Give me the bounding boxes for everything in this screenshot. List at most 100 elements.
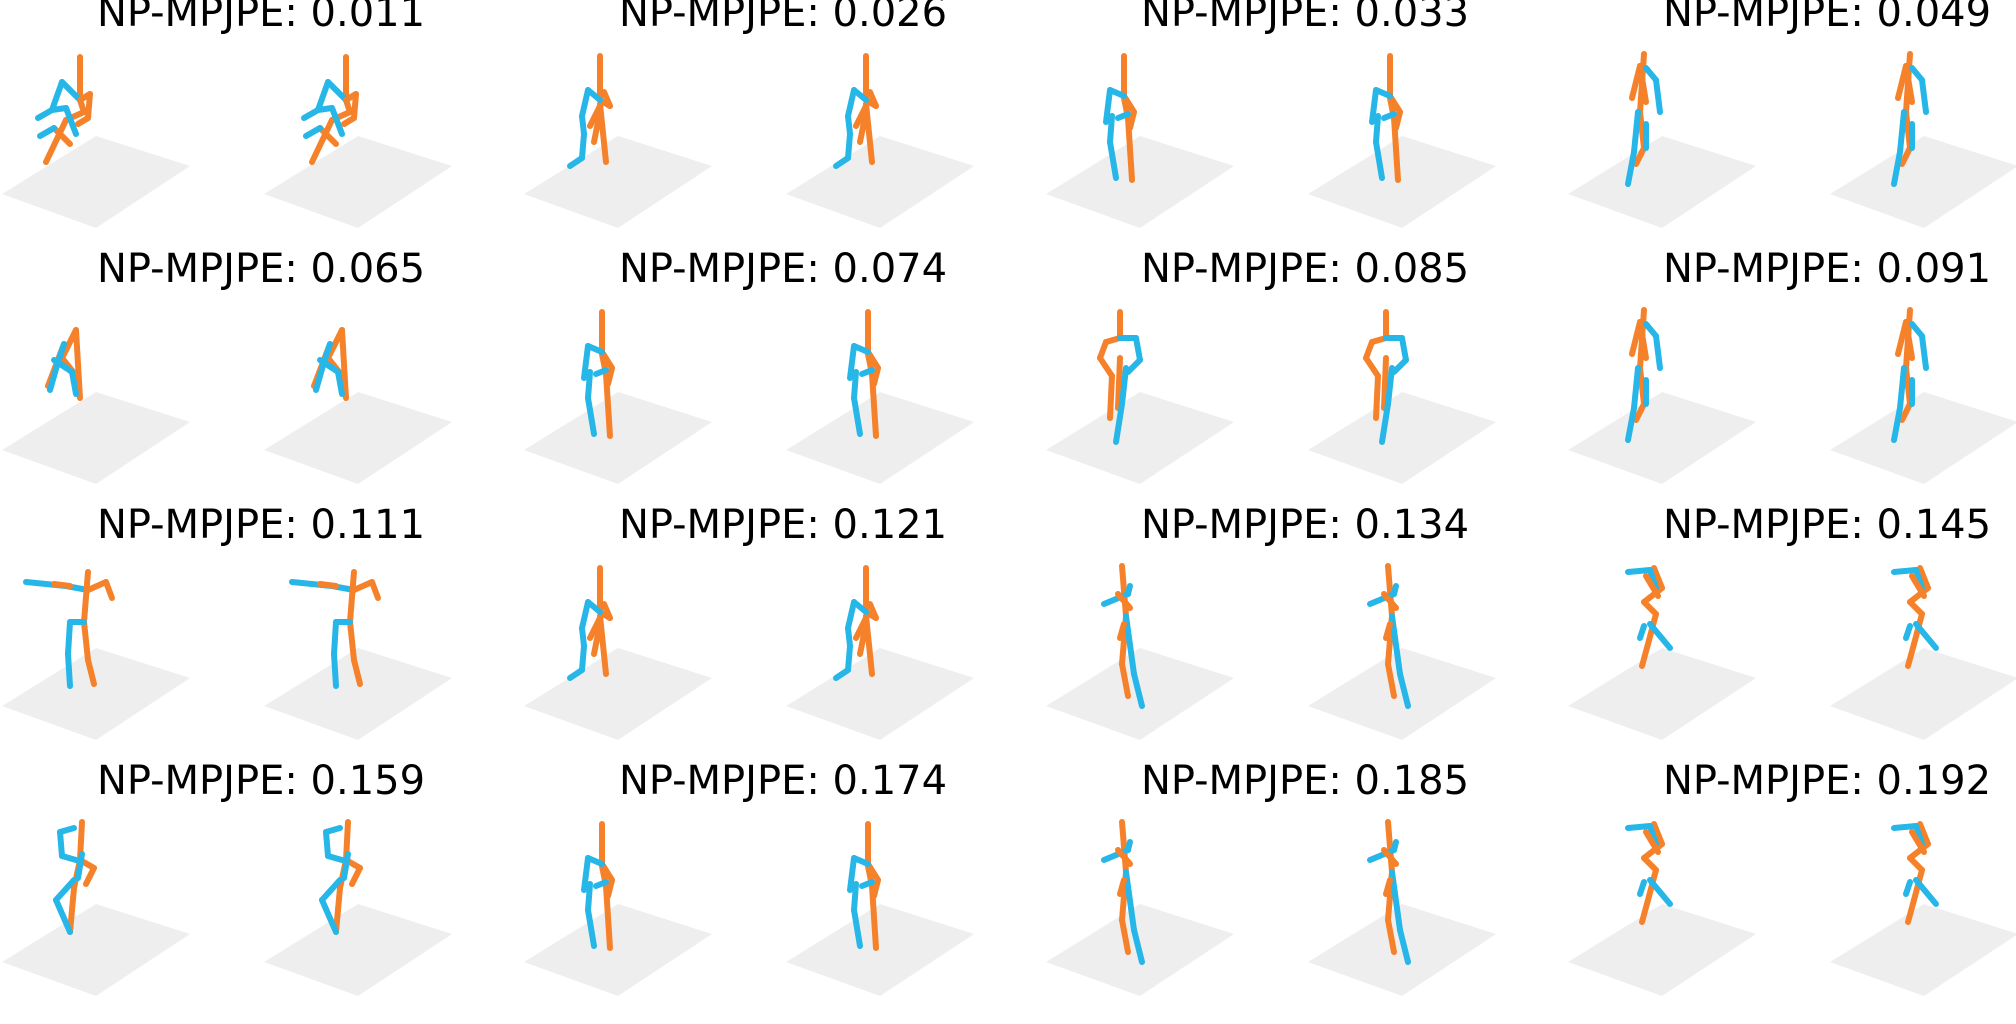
pose-pair-plot	[524, 821, 974, 996]
left-limb-segment	[331, 651, 339, 689]
left-limb-segment	[341, 851, 351, 881]
panel-title: NP-MPJPE: 0.159	[96, 758, 426, 804]
pose-panel: NP-MPJPE: 0.185	[1044, 758, 1566, 1024]
ground-plane	[1308, 392, 1496, 484]
ground-plane	[1046, 392, 1234, 484]
right-limb-segment	[1119, 563, 1129, 619]
right-limb-segment	[869, 883, 879, 951]
right-limb-segment	[1119, 661, 1131, 699]
right-limb-segment	[601, 89, 613, 109]
right-limb-segment	[333, 885, 343, 935]
right-limb-segment	[83, 865, 97, 887]
left-limb-segment	[1891, 149, 1903, 187]
pose-panel: NP-MPJPE: 0.111	[0, 502, 522, 768]
right-limb-segment	[81, 619, 91, 663]
right-limb-segment	[1905, 641, 1917, 669]
pose-pair-plot	[524, 565, 974, 740]
left-limb-segment	[69, 369, 79, 397]
right-limb-segment	[1373, 373, 1381, 421]
ground-truth-pose	[1830, 307, 2016, 484]
left-limb-segment	[1391, 839, 1399, 853]
ground-truth-pose	[1830, 821, 2016, 996]
ground-truth-pose	[1308, 309, 1496, 484]
right-limb-segment	[347, 619, 357, 663]
right-limb-segment	[85, 91, 93, 121]
right-limb-segment	[1637, 319, 1649, 361]
left-limb-segment	[593, 879, 609, 889]
right-limb-segment	[43, 117, 69, 165]
left-limb-segment	[845, 131, 853, 161]
left-limb-segment	[1631, 365, 1641, 411]
left-limb-segment	[335, 369, 345, 397]
pose-panel: NP-MPJPE: 0.011	[0, 0, 522, 256]
right-limb-segment	[85, 579, 109, 593]
predicted-pose	[524, 565, 712, 740]
ground-truth-pose	[786, 309, 974, 484]
pose-pair-plot	[1568, 565, 2016, 740]
left-limb-segment	[1653, 77, 1663, 115]
left-limb-segment	[1113, 401, 1125, 445]
left-limb-segment	[75, 851, 85, 881]
ground-plane	[2, 136, 190, 228]
predicted-pose	[2, 819, 190, 996]
ground-plane	[1830, 904, 2016, 996]
panel-title: NP-MPJPE: 0.185	[1140, 758, 1470, 804]
pose-panel: NP-MPJPE: 0.174	[522, 758, 1044, 1024]
right-limb-segment	[339, 327, 349, 401]
left-limb-segment	[585, 907, 597, 949]
right-limb-segment	[349, 865, 363, 887]
left-limb-segment	[845, 643, 853, 673]
predicted-pose	[2, 569, 190, 740]
right-limb-segment	[1381, 847, 1399, 867]
ground-truth-pose	[786, 565, 974, 740]
left-limb-segment	[319, 877, 343, 903]
predicted-pose	[1046, 309, 1234, 484]
right-limb-segment	[1115, 591, 1133, 611]
ground-plane	[1568, 392, 1756, 484]
right-limb-segment	[351, 657, 363, 687]
panel-title: NP-MPJPE: 0.121	[618, 502, 948, 548]
left-limb-segment	[1391, 357, 1409, 375]
right-limb-segment	[81, 569, 91, 625]
right-limb-segment	[1639, 641, 1651, 669]
left-limb-segment	[49, 79, 65, 113]
left-limb-segment	[55, 341, 67, 365]
right-limb-segment	[869, 371, 879, 439]
ground-plane	[1308, 136, 1496, 228]
pose-pair-plot	[2, 327, 452, 484]
left-limb-segment	[851, 369, 859, 401]
right-limb-segment	[1903, 319, 1915, 361]
left-limb-segment	[1637, 879, 1647, 897]
left-limb-segment	[1891, 823, 1919, 831]
panel-title: NP-MPJPE: 0.111	[96, 502, 426, 548]
pose-panel: NP-MPJPE: 0.192	[1566, 758, 2016, 1024]
left-limb-segment	[1647, 621, 1673, 651]
left-limb-segment	[37, 125, 57, 139]
right-limb-segment	[591, 621, 603, 657]
right-limb-segment	[59, 327, 79, 361]
right-limb-segment	[75, 115, 91, 127]
ground-plane	[1830, 392, 2016, 484]
pose-pair-plot	[524, 53, 974, 228]
ground-plane	[524, 392, 712, 484]
panel-title: NP-MPJPE: 0.026	[618, 0, 948, 36]
left-limb-segment	[329, 105, 345, 137]
left-limb-segment	[1125, 583, 1133, 597]
left-limb-segment	[1133, 335, 1143, 363]
right-limb-segment	[351, 579, 375, 593]
right-limb-segment	[1383, 621, 1393, 641]
right-limb-segment	[51, 581, 73, 589]
ground-truth-pose	[1308, 819, 1496, 996]
left-limb-segment	[1131, 927, 1145, 965]
right-limb-segment	[1633, 401, 1647, 423]
left-limb-segment	[1373, 113, 1381, 145]
ground-plane	[2, 648, 190, 740]
left-limb-segment	[851, 395, 863, 437]
left-limb-segment	[845, 87, 857, 119]
right-limb-segment	[1641, 841, 1665, 861]
right-limb-segment	[603, 883, 613, 951]
right-limb-segment	[1637, 63, 1649, 105]
right-limb-segment	[103, 579, 115, 601]
left-limb-segment	[1101, 847, 1131, 863]
